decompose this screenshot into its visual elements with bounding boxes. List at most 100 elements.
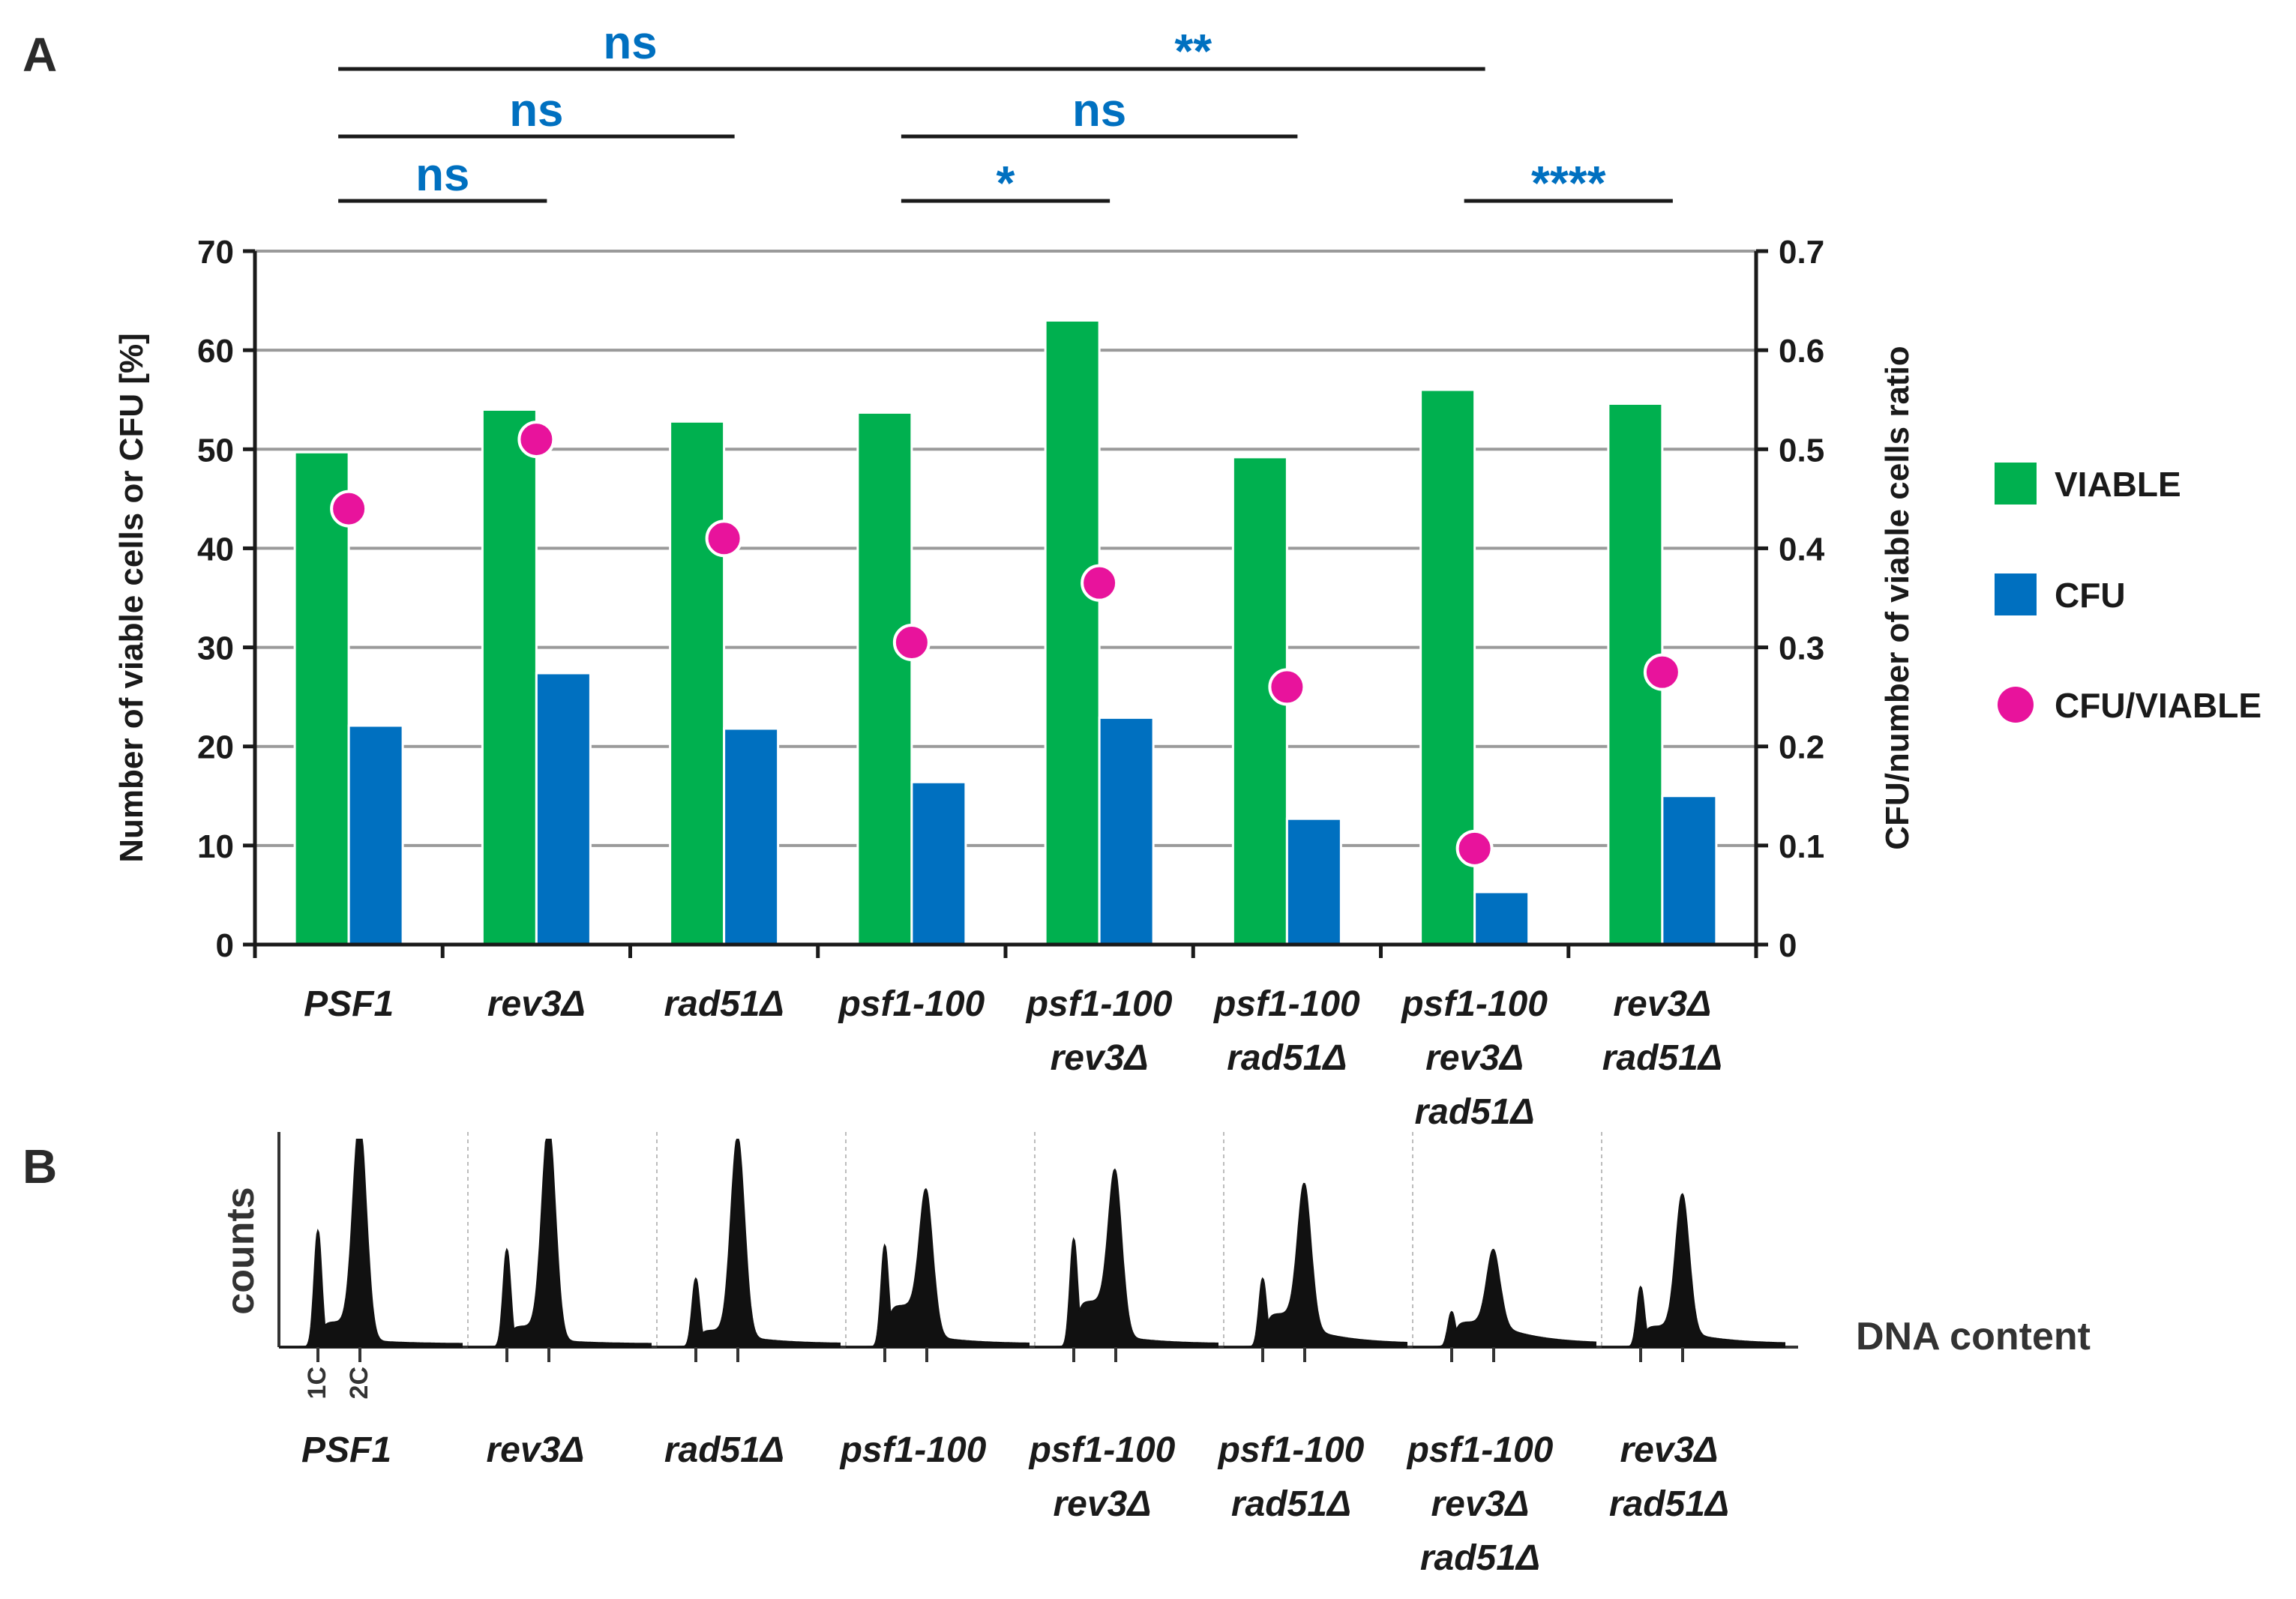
category-label: rev3Δ <box>487 984 586 1024</box>
dna-histogram <box>468 1139 652 1348</box>
ratio-point <box>1643 653 1681 691</box>
viable-bar <box>481 408 538 946</box>
significance-label: ns <box>1072 85 1126 136</box>
category-label: PSF1 <box>304 984 394 1024</box>
y2-axis-label: CFU/number of viable cells ratio <box>1879 346 1916 849</box>
category-label: psf1-100 <box>1212 984 1360 1024</box>
y-axis-label: Number of viable cells or CFU [%] <box>113 333 150 863</box>
y-tick-label: 10 <box>197 828 234 865</box>
legend-swatch-viable <box>1995 463 2037 505</box>
category-label-b: rad51Δ <box>1420 1538 1540 1578</box>
dna-histogram <box>846 1187 1030 1348</box>
category-label-b: psf1-100 <box>1217 1430 1365 1470</box>
category-label: psf1-100 <box>1025 984 1173 1024</box>
significance-label: ** <box>1174 24 1212 78</box>
y2-tick-label: 0 <box>1779 927 1797 964</box>
category-label: rad51Δ <box>1414 1092 1534 1132</box>
cfu-bar <box>1098 716 1155 946</box>
legend-label: CFU/VIABLE <box>2055 686 2262 725</box>
axes: 0 0 10 0.1 20 0.2 30 0.3 40 0.4 50 0.5 60 0.6 70 0.7 Num… <box>113 234 1916 964</box>
significance-label: ns <box>415 149 469 201</box>
panel-label-b: B <box>22 1139 57 1193</box>
dna-histogram <box>1224 1182 1407 1348</box>
category-label: rad51Δ <box>1602 1038 1722 1078</box>
category-label-b: psf1-100 <box>1028 1430 1176 1470</box>
ratio-point <box>517 421 556 459</box>
panel-label-a: A <box>22 28 57 82</box>
dna-histogram <box>657 1139 841 1348</box>
category-label-b: rev3Δ <box>1054 1484 1152 1524</box>
viable-bar <box>669 420 726 946</box>
cfu-bar <box>1285 817 1342 946</box>
cfu-bar <box>535 672 592 946</box>
ratio-point <box>1455 829 1494 867</box>
category-label: rev3Δ <box>1613 984 1711 1024</box>
y-tick-label: 60 <box>197 333 234 370</box>
ratio-point <box>330 490 368 528</box>
y2-tick-label: 0.3 <box>1779 630 1824 667</box>
category-label: rad51Δ <box>1227 1038 1347 1078</box>
significance-label: ns <box>509 85 563 136</box>
y-tick-label: 20 <box>197 729 234 766</box>
viable-bar <box>856 411 913 946</box>
dna-histogram <box>1413 1248 1596 1348</box>
category-label: psf1-100 <box>1400 984 1548 1024</box>
cfu-bar <box>910 780 967 946</box>
hist-x-label: DNA content <box>1856 1315 2091 1358</box>
y2-tick-label: 0.2 <box>1779 729 1824 766</box>
cfu-bar <box>347 724 404 946</box>
ratio-point <box>1081 564 1119 602</box>
hist-tick-label: 1C <box>303 1367 331 1399</box>
cfu-bar <box>1473 891 1530 946</box>
hist-y-label: counts <box>219 1187 262 1314</box>
ratio-point <box>705 520 743 558</box>
y2-tick-label: 0.4 <box>1779 531 1825 567</box>
ratio-point <box>1268 668 1306 706</box>
y2-tick-label: 0.6 <box>1779 333 1824 370</box>
dna-histogram <box>1035 1168 1218 1348</box>
hist-tick-label: 2C <box>345 1367 373 1399</box>
category-label: rev3Δ <box>1051 1038 1149 1078</box>
category-label-b: rev3Δ <box>487 1430 585 1470</box>
y2-tick-label: 0.7 <box>1779 234 1824 271</box>
category-label-b: rad51Δ <box>664 1430 784 1470</box>
legend-label: CFU <box>2055 576 2126 615</box>
significance-label: * <box>997 156 1015 210</box>
bars <box>293 319 1718 946</box>
legend-label: VIABLE <box>2055 465 2181 504</box>
cfu-bar <box>723 727 780 946</box>
cfu-bar <box>1661 795 1718 946</box>
legend: VIABLE CFU CFU/VIABLE <box>1995 463 2262 725</box>
y2-tick-label: 0.5 <box>1779 432 1824 469</box>
category-label-b: rad51Δ <box>1231 1484 1351 1524</box>
category-label-b: PSF1 <box>301 1430 391 1470</box>
category-label: psf1-100 <box>837 984 985 1024</box>
category-label-b: rev3Δ <box>1620 1430 1719 1470</box>
legend-swatch-ratio <box>1998 687 2034 723</box>
viable-bar <box>1044 319 1101 946</box>
dna-histogram <box>279 1139 463 1348</box>
y2-tick-label: 0.1 <box>1779 828 1824 865</box>
legend-swatch-cfu <box>1995 573 2037 615</box>
y-tick-label: 0 <box>216 927 234 964</box>
y-tick-label: 40 <box>197 531 234 567</box>
gridlines <box>255 250 1756 847</box>
ratio-points <box>330 421 1681 867</box>
ratio-point <box>892 623 931 661</box>
dna-histogram <box>1602 1193 1785 1348</box>
y-tick-label: 30 <box>197 630 234 667</box>
category-label-b: psf1-100 <box>839 1430 987 1470</box>
y-tick-label: 50 <box>197 432 234 469</box>
category-label-b: rev3Δ <box>1431 1484 1530 1524</box>
category-label: rad51Δ <box>664 984 784 1024</box>
category-label-b: psf1-100 <box>1406 1430 1554 1470</box>
y-tick-label: 70 <box>197 234 234 271</box>
category-label-b: rad51Δ <box>1609 1484 1729 1524</box>
category-labels-a: PSF1 rev3Δ rad51Δ psf1-100 psf1-100 rev3Δ psf1… <box>304 984 1722 1132</box>
category-label: rev3Δ <box>1425 1038 1524 1078</box>
dna-histograms: counts DNA content 1C 2C <box>219 1132 2091 1399</box>
viable-bar <box>293 451 350 946</box>
significance-label: **** <box>1531 156 1606 210</box>
